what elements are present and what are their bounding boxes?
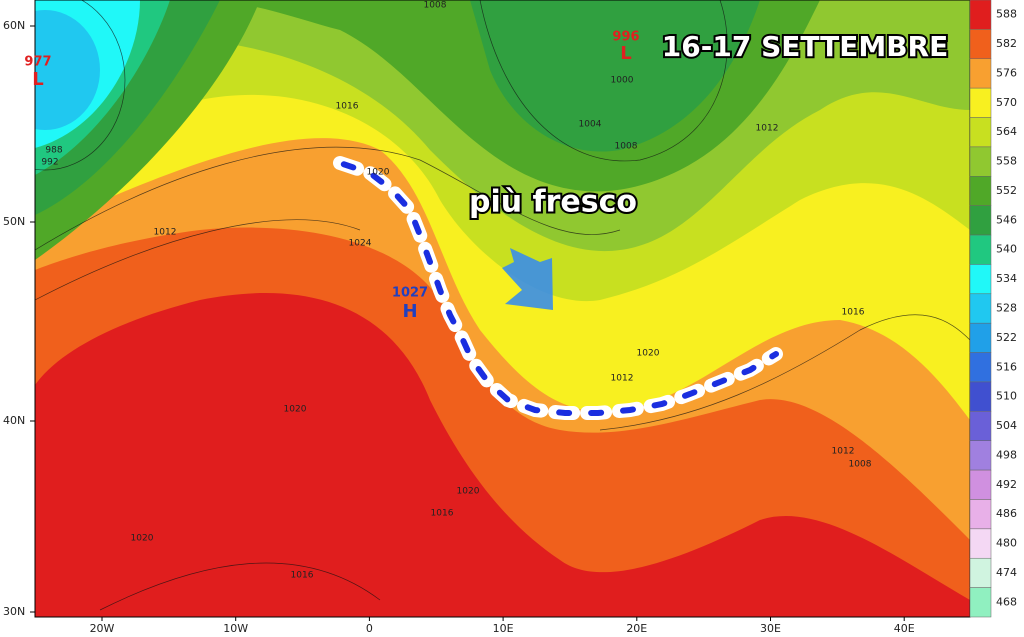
- legend-label: 582: [996, 37, 1017, 50]
- pressure-value: 977: [24, 55, 51, 70]
- legend-swatch: [969, 0, 992, 30]
- legend-label: 552: [996, 184, 1017, 197]
- isobar-label: 1012: [611, 374, 634, 384]
- isobar-label: 988: [45, 146, 62, 156]
- pressure-letter: L: [32, 69, 43, 90]
- annotation: più fresco: [469, 185, 637, 220]
- isobar-label: 1004: [579, 120, 602, 130]
- isobar-label: 1016: [291, 571, 314, 581]
- legend-label: 588: [996, 8, 1017, 21]
- legend-label: 576: [996, 66, 1017, 79]
- legend-swatch: [969, 499, 992, 530]
- legend-swatch: [969, 528, 992, 559]
- legend-swatch: [969, 587, 992, 618]
- pressure-value: 1027: [392, 286, 428, 301]
- longitude-label: 30E: [760, 622, 781, 635]
- legend-label: 486: [996, 507, 1017, 520]
- pressure-value: 996: [612, 30, 639, 45]
- legend-swatch: [969, 411, 992, 441]
- latitude-label: 50N: [3, 215, 25, 228]
- isobar-label: 1008: [849, 460, 872, 470]
- legend-swatch: [969, 469, 992, 500]
- legend-swatch: [969, 293, 992, 324]
- legend-label: 546: [996, 213, 1017, 226]
- latitude-label: 60N: [3, 19, 25, 32]
- legend-swatch: [969, 205, 992, 236]
- isobar-label: 1016: [842, 308, 865, 318]
- isobar-label: 1024: [349, 239, 372, 249]
- legend-label: 534: [996, 272, 1017, 285]
- isobar-label: 1016: [336, 102, 359, 112]
- legend-label: 510: [996, 390, 1017, 403]
- legend-swatch: [969, 146, 992, 177]
- legend-label: 558: [996, 155, 1017, 168]
- pressure-letter: L: [620, 43, 631, 64]
- cool-air-arrow: [502, 248, 553, 310]
- isobar-label: 1012: [832, 447, 855, 457]
- longitude-label: 40E: [894, 622, 915, 635]
- longitude-label: 20E: [626, 622, 647, 635]
- legend-label: 474: [996, 566, 1017, 579]
- isobar-label: 1008: [615, 142, 638, 152]
- isobar-label: 1016: [431, 509, 454, 519]
- legend-label: 498: [996, 448, 1017, 461]
- latitude-label: 40N: [3, 414, 25, 427]
- legend-label: 516: [996, 360, 1017, 373]
- longitude-label: 0: [366, 622, 373, 635]
- latitude-label: 30N: [3, 605, 25, 618]
- isobar-label: 1020: [457, 487, 480, 497]
- longitude-label: 20W: [90, 622, 115, 635]
- legend-label: 504: [996, 419, 1017, 432]
- longitude-label: 10W: [223, 622, 248, 635]
- legend-label: 480: [996, 537, 1017, 550]
- legend-swatch: [969, 87, 992, 118]
- legend-swatch: [969, 117, 992, 148]
- isobar-label: 1020: [131, 534, 154, 544]
- title: 16-17 SETTEMBRE: [662, 30, 948, 63]
- legend-swatch: [969, 440, 992, 471]
- legend-swatch: [969, 58, 992, 89]
- isobar-label: 992: [41, 158, 58, 168]
- legend-label: 522: [996, 331, 1017, 344]
- isobar-label: 1020: [367, 168, 390, 178]
- legend-swatch: [969, 557, 992, 588]
- isobar-label: 1000: [611, 76, 634, 86]
- legend-label: 570: [996, 96, 1017, 109]
- isobar-label: 1012: [756, 124, 779, 134]
- legend-swatch: [969, 322, 992, 353]
- legend-swatch: [969, 234, 992, 265]
- legend-swatch: [969, 264, 992, 295]
- map-field: [35, 0, 970, 617]
- legend-swatch: [969, 176, 992, 206]
- legend-label: 528: [996, 302, 1017, 315]
- legend-swatch: [969, 381, 992, 412]
- isobar-label: 1020: [284, 405, 307, 415]
- legend-label: 468: [996, 595, 1017, 608]
- legend-label: 492: [996, 478, 1017, 491]
- legend-label: 540: [996, 243, 1017, 256]
- front-line: [333, 156, 783, 420]
- isobar-label: 1012: [154, 228, 177, 238]
- legend-swatch: [969, 352, 992, 383]
- pressure-letter: H: [402, 301, 417, 322]
- isobar-label: 1020: [637, 349, 660, 359]
- longitude-label: 10E: [493, 622, 514, 635]
- isobar-label: 1008: [424, 1, 447, 11]
- legend-label: 564: [996, 125, 1017, 138]
- legend-swatch: [969, 29, 992, 60]
